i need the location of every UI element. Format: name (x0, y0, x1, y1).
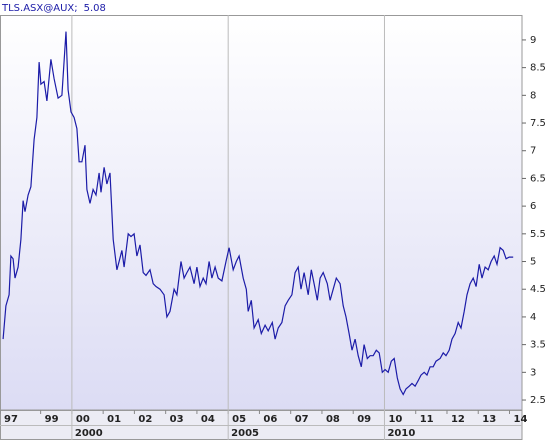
y-tick-label: 5 (530, 257, 536, 268)
x-tick-label: 12 (451, 414, 465, 425)
y-tick-label: 6 (530, 201, 536, 212)
y-tick-label: 4.5 (530, 284, 546, 295)
y-tick-label: 4 (530, 312, 536, 323)
series-name: TLS.ASX@AUX; (1, 3, 78, 14)
x-tick-label: 06 (263, 414, 277, 425)
last-value: 5.08 (84, 3, 106, 14)
y-tick-label: 5.5 (530, 229, 546, 240)
major-tick-label: 2005 (231, 428, 259, 439)
y-tick-label: 2.5 (530, 395, 546, 406)
x-tick-label: 99 (45, 414, 59, 425)
price-line (2, 31, 514, 396)
y-tick-label: 7.5 (530, 118, 546, 129)
x-tick-label: 07 (295, 414, 309, 425)
y-tick-label: 3 (530, 367, 536, 378)
x-tick-label: 13 (482, 414, 496, 425)
x-tick-label: 04 (201, 414, 215, 425)
major-tick-label: 2000 (75, 428, 103, 439)
x-tick-label: 03 (170, 414, 184, 425)
x-tick-label: 14 (513, 414, 527, 425)
x-tick-label: 00 (76, 414, 90, 425)
y-tick-label: 8 (530, 90, 536, 101)
x-tick-label: 97 (4, 414, 18, 425)
plot-area (0, 15, 523, 411)
x-tick-label: 01 (107, 414, 121, 425)
y-tick-label: 9 (530, 35, 536, 46)
y-tick-label: 6.5 (530, 173, 546, 184)
x-tick-label: 02 (138, 414, 152, 425)
y-tick-label: 7 (530, 146, 536, 157)
x-tick-label: 08 (326, 414, 340, 425)
y-tick-label: 8.5 (530, 63, 546, 74)
major-tick-label: 2010 (387, 428, 415, 439)
x-tick-label: 09 (357, 414, 371, 425)
y-tick-label: 3.5 (530, 340, 546, 351)
x-tick-label: 10 (388, 414, 402, 425)
x-tick-label: 11 (420, 414, 434, 425)
x-tick-label: 05 (232, 414, 246, 425)
